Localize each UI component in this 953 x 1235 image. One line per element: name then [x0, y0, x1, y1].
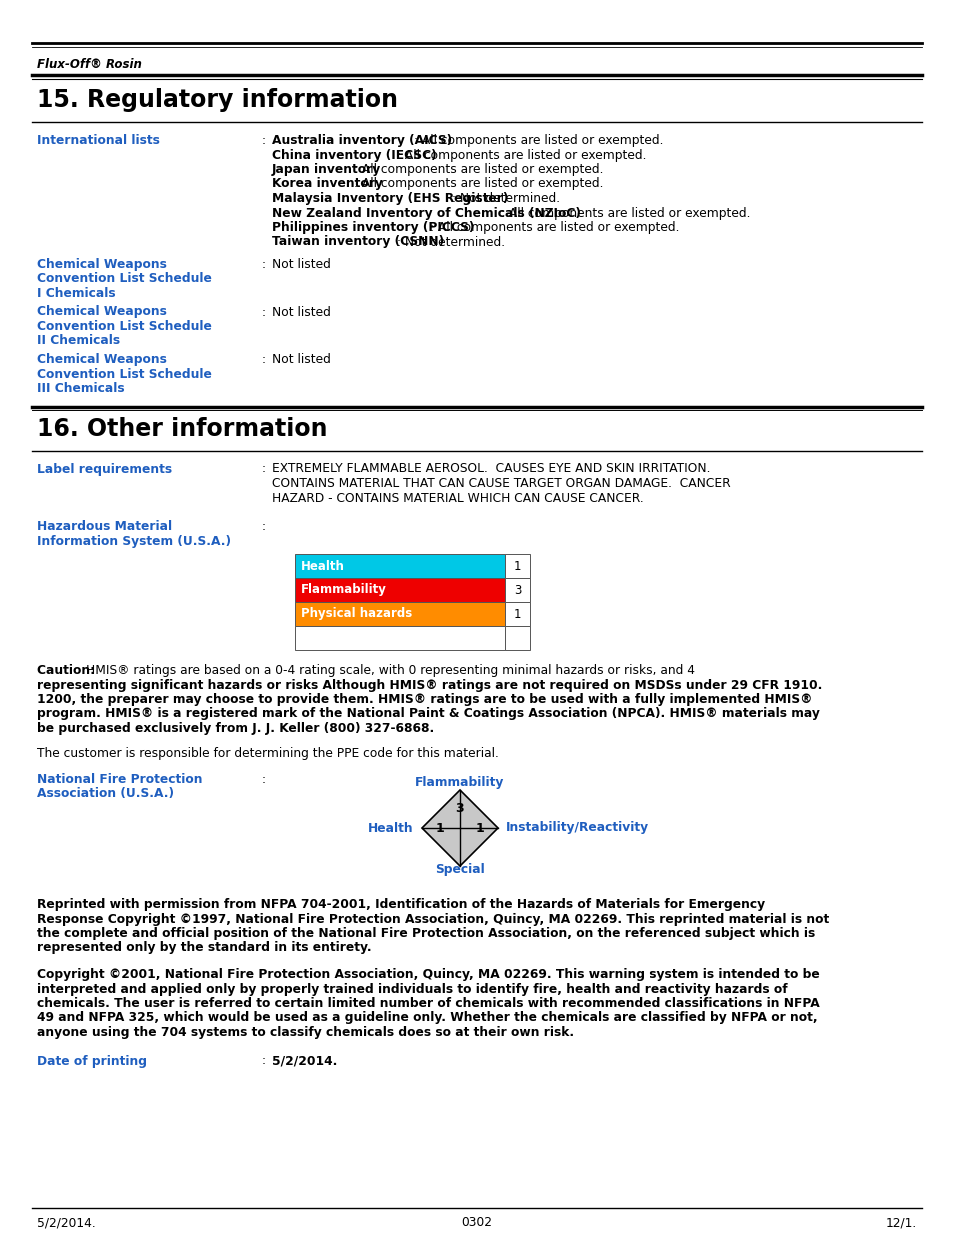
Text: Health: Health: [368, 821, 414, 835]
Text: Taiwan inventory (CSNN): Taiwan inventory (CSNN): [272, 236, 444, 248]
Text: Flux-Off® Rosin: Flux-Off® Rosin: [37, 58, 142, 70]
Text: 3: 3: [514, 583, 520, 597]
Text: Special: Special: [435, 863, 484, 876]
Text: China inventory (IECSC): China inventory (IECSC): [272, 148, 436, 162]
Text: : All components are listed or exempted.: : All components are listed or exempted.: [430, 221, 679, 233]
Text: Malaysia Inventory (EHS Register): Malaysia Inventory (EHS Register): [272, 191, 508, 205]
Text: :: :: [262, 462, 266, 475]
Text: :: :: [262, 1055, 266, 1067]
Bar: [504, 555, 530, 578]
Polygon shape: [421, 790, 497, 866]
Text: 49 and NFPA 325, which would be used as a guideline only. Whether the chemicals : 49 and NFPA 325, which would be used as …: [37, 1011, 817, 1025]
Text: :: :: [262, 305, 266, 319]
Text: : All components are listed or exempted.: : All components are listed or exempted.: [397, 148, 646, 162]
Text: Hazardous Material: Hazardous Material: [37, 520, 172, 534]
Text: International lists: International lists: [37, 135, 160, 147]
Text: Information System (U.S.A.): Information System (U.S.A.): [37, 535, 231, 547]
Text: : All components are listed or exempted.: : All components are listed or exempted.: [500, 206, 750, 220]
Text: 5/2/2014.: 5/2/2014.: [272, 1055, 337, 1067]
Text: program. HMIS® is a registered mark of the National Paint & Coatings Association: program. HMIS® is a registered mark of t…: [37, 708, 819, 720]
Text: Chemical Weapons: Chemical Weapons: [37, 353, 167, 366]
Text: Korea inventory: Korea inventory: [272, 178, 382, 190]
Text: : All components are listed or exempted.: : All components are listed or exempted.: [354, 178, 602, 190]
Text: 15. Regulatory information: 15. Regulatory information: [37, 88, 397, 112]
Text: :: :: [262, 135, 266, 147]
Text: Instability/Reactivity: Instability/Reactivity: [505, 821, 648, 835]
Text: 0302: 0302: [461, 1216, 492, 1229]
Text: Physical hazards: Physical hazards: [301, 608, 412, 620]
Text: 1200, the preparer may choose to provide them. HMIS® ratings are to be used with: 1200, the preparer may choose to provide…: [37, 693, 812, 706]
Text: Convention List Schedule: Convention List Schedule: [37, 368, 212, 380]
Text: Japan inventory: Japan inventory: [272, 163, 381, 177]
Bar: [294, 626, 504, 650]
Bar: [504, 601, 530, 626]
Text: be purchased exclusively from J. J. Keller (800) 327-6868.: be purchased exclusively from J. J. Kell…: [37, 722, 434, 735]
Text: Copyright ©2001, National Fire Protection Association, Quincy, MA 02269. This wa: Copyright ©2001, National Fire Protectio…: [37, 968, 819, 981]
Text: 1: 1: [436, 821, 444, 835]
Text: 1: 1: [475, 821, 483, 835]
Text: 1: 1: [514, 608, 520, 620]
Text: 16. Other information: 16. Other information: [37, 416, 327, 441]
Text: New Zealand Inventory of Chemicals (NZIoC): New Zealand Inventory of Chemicals (NZIo…: [272, 206, 580, 220]
Bar: [294, 578, 504, 601]
Text: Convention List Schedule: Convention List Schedule: [37, 273, 212, 285]
Text: Association (U.S.A.): Association (U.S.A.): [37, 788, 173, 800]
Text: Philippines inventory (PICCS): Philippines inventory (PICCS): [272, 221, 474, 233]
Text: Date of printing: Date of printing: [37, 1055, 147, 1067]
Text: Chemical Weapons: Chemical Weapons: [37, 258, 167, 270]
Text: 12/1.: 12/1.: [884, 1216, 916, 1229]
Bar: [504, 626, 530, 650]
Text: :: :: [262, 773, 266, 785]
Text: Response Copyright ©1997, National Fire Protection Association, Quincy, MA 02269: Response Copyright ©1997, National Fire …: [37, 913, 828, 925]
Text: National Fire Protection: National Fire Protection: [37, 773, 202, 785]
Text: II Chemicals: II Chemicals: [37, 335, 120, 347]
Text: The customer is responsible for determining the PPE code for this material.: The customer is responsible for determin…: [37, 746, 498, 760]
Text: represented only by the standard in its entirety.: represented only by the standard in its …: [37, 941, 372, 955]
Text: Caution:: Caution:: [37, 664, 99, 677]
Text: :: :: [262, 520, 266, 534]
Text: III Chemicals: III Chemicals: [37, 382, 125, 395]
Text: 3: 3: [456, 802, 464, 815]
Bar: [504, 578, 530, 601]
Text: chemicals. The user is referred to certain limited number of chemicals with reco: chemicals. The user is referred to certa…: [37, 997, 819, 1010]
Text: Flammability: Flammability: [415, 776, 504, 789]
Text: the complete and official position of the National Fire Protection Association, : the complete and official position of th…: [37, 927, 815, 940]
Bar: [294, 555, 504, 578]
Text: interpreted and applied only by properly trained individuals to identify fire, h: interpreted and applied only by properly…: [37, 983, 787, 995]
Text: : All components are listed or exempted.: : All components are listed or exempted.: [414, 135, 662, 147]
Text: anyone using the 704 systems to classify chemicals does so at their own risk.: anyone using the 704 systems to classify…: [37, 1026, 574, 1039]
Text: HMIS® ratings are based on a 0-4 rating scale, with 0 representing minimal hazar: HMIS® ratings are based on a 0-4 rating …: [86, 664, 695, 677]
Text: Not listed: Not listed: [272, 353, 331, 366]
Text: Australia inventory (AICS): Australia inventory (AICS): [272, 135, 452, 147]
Text: :: :: [262, 258, 266, 270]
Text: Convention List Schedule: Convention List Schedule: [37, 320, 212, 333]
Text: Chemical Weapons: Chemical Weapons: [37, 305, 167, 319]
Text: Not listed: Not listed: [272, 258, 331, 270]
Bar: [294, 601, 504, 626]
Text: : All components are listed or exempted.: : All components are listed or exempted.: [354, 163, 602, 177]
Text: : Not determined.: : Not determined.: [397, 236, 505, 248]
Text: Not listed: Not listed: [272, 305, 331, 319]
Text: 1: 1: [514, 559, 520, 573]
Text: representing significant hazards or risks Although HMIS® ratings are not require: representing significant hazards or risk…: [37, 678, 821, 692]
Text: Label requirements: Label requirements: [37, 462, 172, 475]
Text: EXTREMELY FLAMMABLE AEROSOL.  CAUSES EYE AND SKIN IRRITATION.: EXTREMELY FLAMMABLE AEROSOL. CAUSES EYE …: [272, 462, 710, 475]
Text: CONTAINS MATERIAL THAT CAN CAUSE TARGET ORGAN DAMAGE.  CANCER: CONTAINS MATERIAL THAT CAN CAUSE TARGET …: [272, 477, 730, 490]
Text: HAZARD - CONTAINS MATERIAL WHICH CAN CAUSE CANCER.: HAZARD - CONTAINS MATERIAL WHICH CAN CAU…: [272, 492, 643, 505]
Text: I Chemicals: I Chemicals: [37, 287, 115, 300]
Text: 5/2/2014.: 5/2/2014.: [37, 1216, 95, 1229]
Text: Flammability: Flammability: [301, 583, 387, 597]
Text: :: :: [262, 353, 266, 366]
Text: Reprinted with permission from NFPA 704-2001, Identification of the Hazards of M: Reprinted with permission from NFPA 704-…: [37, 898, 764, 911]
Text: : Not determined.: : Not determined.: [452, 191, 559, 205]
Text: Health: Health: [301, 559, 345, 573]
